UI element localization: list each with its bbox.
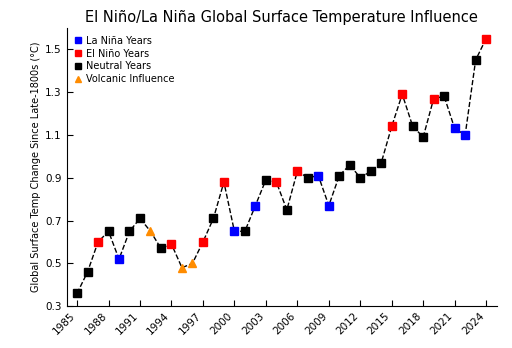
Title: El Niño/La Niña Global Surface Temperature Influence: El Niño/La Niña Global Surface Temperatu… <box>85 10 478 25</box>
Y-axis label: Global Surface Temp Change Since Late-1800s (°C): Global Surface Temp Change Since Late-18… <box>31 42 41 292</box>
Legend: La Niña Years, El Niño Years, Neutral Years, Volcanic Influence: La Niña Years, El Niño Years, Neutral Ye… <box>71 33 178 87</box>
